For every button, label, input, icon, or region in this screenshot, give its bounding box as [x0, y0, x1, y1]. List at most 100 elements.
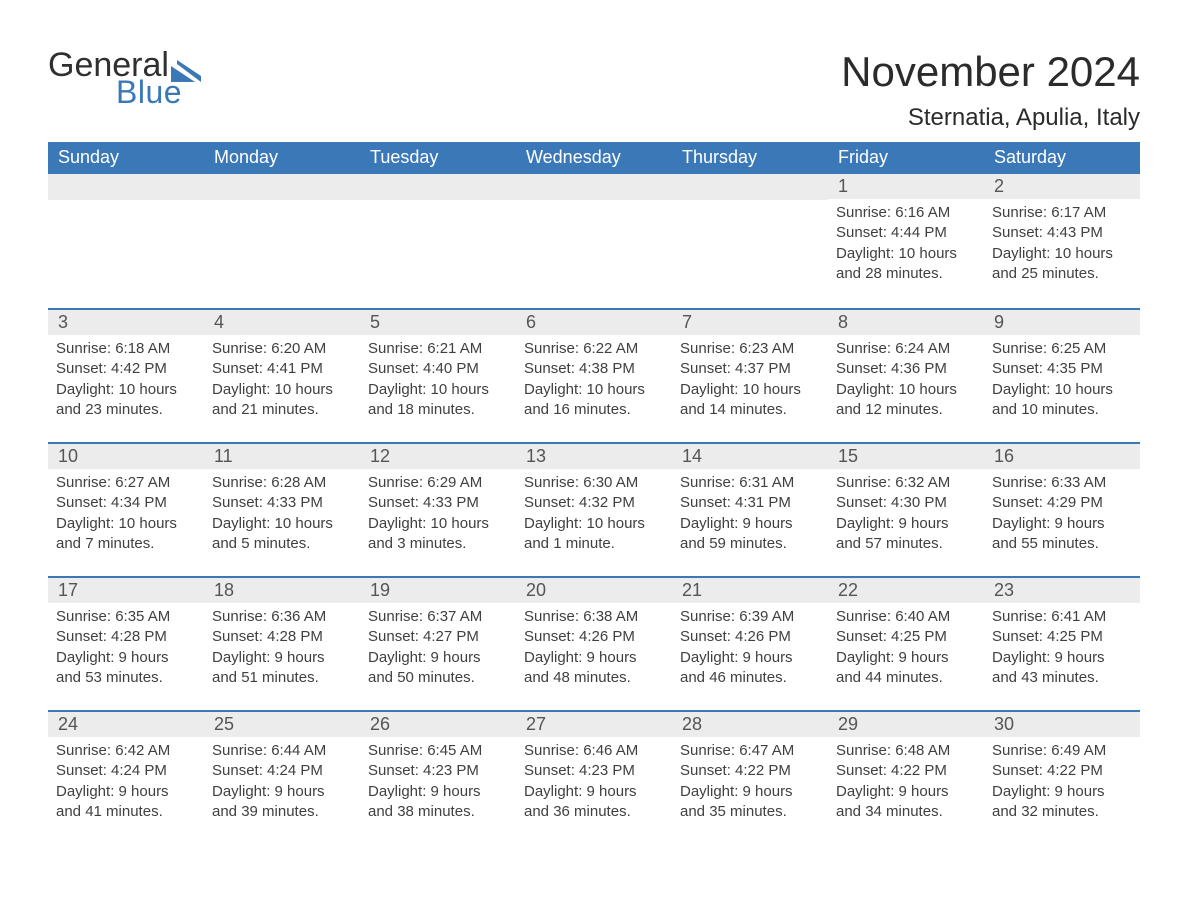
daylight-line: Daylight: 10 hours and 16 minutes.	[524, 380, 664, 421]
sunset-line: Sunset: 4:33 PM	[368, 493, 508, 513]
day-number: 6	[516, 310, 672, 335]
day-details: Sunrise: 6:25 AMSunset: 4:35 PMDaylight:…	[992, 339, 1132, 420]
day-number: 8	[828, 310, 984, 335]
day-number: 16	[984, 444, 1140, 469]
sunrise-line: Sunrise: 6:20 AM	[212, 339, 352, 359]
daylight-line: Daylight: 9 hours and 36 minutes.	[524, 782, 664, 823]
sunrise-line: Sunrise: 6:47 AM	[680, 741, 820, 761]
sunset-line: Sunset: 4:22 PM	[836, 761, 976, 781]
sunrise-line: Sunrise: 6:23 AM	[680, 339, 820, 359]
daylight-line: Daylight: 9 hours and 35 minutes.	[680, 782, 820, 823]
sunset-line: Sunset: 4:24 PM	[56, 761, 196, 781]
daylight-line: Daylight: 10 hours and 3 minutes.	[368, 514, 508, 555]
day-details: Sunrise: 6:39 AMSunset: 4:26 PMDaylight:…	[680, 607, 820, 688]
day-number: 25	[204, 712, 360, 737]
day-details: Sunrise: 6:49 AMSunset: 4:22 PMDaylight:…	[992, 741, 1132, 822]
daylight-line: Daylight: 9 hours and 34 minutes.	[836, 782, 976, 823]
day-details: Sunrise: 6:37 AMSunset: 4:27 PMDaylight:…	[368, 607, 508, 688]
dow-friday: Friday	[828, 142, 984, 174]
day-number: 17	[48, 578, 204, 603]
day-details: Sunrise: 6:48 AMSunset: 4:22 PMDaylight:…	[836, 741, 976, 822]
day-cell: 11Sunrise: 6:28 AMSunset: 4:33 PMDayligh…	[204, 444, 360, 570]
sunset-line: Sunset: 4:44 PM	[836, 223, 976, 243]
day-details: Sunrise: 6:33 AMSunset: 4:29 PMDaylight:…	[992, 473, 1132, 554]
sunrise-line: Sunrise: 6:33 AM	[992, 473, 1132, 493]
sunrise-line: Sunrise: 6:25 AM	[992, 339, 1132, 359]
dow-saturday: Saturday	[984, 142, 1140, 174]
day-cell: 21Sunrise: 6:39 AMSunset: 4:26 PMDayligh…	[672, 578, 828, 704]
day-number	[48, 174, 204, 200]
sunrise-line: Sunrise: 6:48 AM	[836, 741, 976, 761]
day-number: 27	[516, 712, 672, 737]
day-number: 10	[48, 444, 204, 469]
sunrise-line: Sunrise: 6:28 AM	[212, 473, 352, 493]
daylight-line: Daylight: 9 hours and 38 minutes.	[368, 782, 508, 823]
daylight-line: Daylight: 9 hours and 57 minutes.	[836, 514, 976, 555]
sunset-line: Sunset: 4:28 PM	[56, 627, 196, 647]
day-number: 2	[984, 174, 1140, 199]
day-of-week-header: SundayMondayTuesdayWednesdayThursdayFrid…	[48, 142, 1140, 174]
sunrise-line: Sunrise: 6:29 AM	[368, 473, 508, 493]
sunset-line: Sunset: 4:34 PM	[56, 493, 196, 513]
sunset-line: Sunset: 4:27 PM	[368, 627, 508, 647]
day-cell: 26Sunrise: 6:45 AMSunset: 4:23 PMDayligh…	[360, 712, 516, 838]
daylight-line: Daylight: 9 hours and 41 minutes.	[56, 782, 196, 823]
sunset-line: Sunset: 4:26 PM	[524, 627, 664, 647]
day-cell: 24Sunrise: 6:42 AMSunset: 4:24 PMDayligh…	[48, 712, 204, 838]
day-details: Sunrise: 6:35 AMSunset: 4:28 PMDaylight:…	[56, 607, 196, 688]
day-cell: 30 Sunrise: 6:49 AMSunset: 4:22 PMDayligh…	[984, 712, 1140, 838]
day-cell: 18Sunrise: 6:36 AMSunset: 4:28 PMDayligh…	[204, 578, 360, 704]
week-row: 1 Sunrise: 6:16 AMSunset: 4:44 PMDaylight…	[48, 174, 1140, 302]
sunset-line: Sunset: 4:22 PM	[680, 761, 820, 781]
day-details: Sunrise: 6:44 AMSunset: 4:24 PMDaylight:…	[212, 741, 352, 822]
day-cell: 19Sunrise: 6:37 AMSunset: 4:27 PMDayligh…	[360, 578, 516, 704]
daylight-line: Daylight: 9 hours and 48 minutes.	[524, 648, 664, 689]
day-number: 28	[672, 712, 828, 737]
day-cell: 22Sunrise: 6:40 AMSunset: 4:25 PMDayligh…	[828, 578, 984, 704]
week-row: 3Sunrise: 6:18 AMSunset: 4:42 PMDaylight…	[48, 308, 1140, 436]
sunrise-line: Sunrise: 6:31 AM	[680, 473, 820, 493]
day-cell: 13Sunrise: 6:30 AMSunset: 4:32 PMDayligh…	[516, 444, 672, 570]
sunrise-line: Sunrise: 6:21 AM	[368, 339, 508, 359]
day-cell: 1 Sunrise: 6:16 AMSunset: 4:44 PMDaylight…	[828, 174, 984, 302]
sunrise-line: Sunrise: 6:38 AM	[524, 607, 664, 627]
day-cell: 29Sunrise: 6:48 AMSunset: 4:22 PMDayligh…	[828, 712, 984, 838]
daylight-line: Daylight: 10 hours and 28 minutes.	[836, 244, 976, 285]
day-number: 23	[984, 578, 1140, 603]
day-cell: 4Sunrise: 6:20 AMSunset: 4:41 PMDaylight…	[204, 310, 360, 436]
sunset-line: Sunset: 4:41 PM	[212, 359, 352, 379]
sunrise-line: Sunrise: 6:49 AM	[992, 741, 1132, 761]
sunset-line: Sunset: 4:43 PM	[992, 223, 1132, 243]
empty-cell	[360, 174, 516, 302]
day-number: 1	[828, 174, 984, 199]
day-number: 22	[828, 578, 984, 603]
sunset-line: Sunset: 4:37 PM	[680, 359, 820, 379]
day-cell: 10Sunrise: 6:27 AMSunset: 4:34 PMDayligh…	[48, 444, 204, 570]
day-number: 12	[360, 444, 516, 469]
location-subtitle: Sternatia, Apulia, Italy	[841, 104, 1140, 132]
day-number	[204, 174, 360, 200]
daylight-line: Daylight: 9 hours and 43 minutes.	[992, 648, 1132, 689]
day-details: Sunrise: 6:29 AMSunset: 4:33 PMDaylight:…	[368, 473, 508, 554]
day-cell: 15Sunrise: 6:32 AMSunset: 4:30 PMDayligh…	[828, 444, 984, 570]
sunrise-line: Sunrise: 6:37 AM	[368, 607, 508, 627]
day-number: 30	[984, 712, 1140, 737]
day-details: Sunrise: 6:22 AMSunset: 4:38 PMDaylight:…	[524, 339, 664, 420]
empty-cell	[672, 174, 828, 302]
day-number	[672, 174, 828, 200]
sunrise-line: Sunrise: 6:24 AM	[836, 339, 976, 359]
sunrise-line: Sunrise: 6:45 AM	[368, 741, 508, 761]
day-number: 5	[360, 310, 516, 335]
day-number	[516, 174, 672, 200]
sunset-line: Sunset: 4:35 PM	[992, 359, 1132, 379]
day-number: 20	[516, 578, 672, 603]
daylight-line: Daylight: 9 hours and 50 minutes.	[368, 648, 508, 689]
daylight-line: Daylight: 10 hours and 10 minutes.	[992, 380, 1132, 421]
day-cell: 23Sunrise: 6:41 AMSunset: 4:25 PMDayligh…	[984, 578, 1140, 704]
day-details: Sunrise: 6:21 AMSunset: 4:40 PMDaylight:…	[368, 339, 508, 420]
daylight-line: Daylight: 10 hours and 23 minutes.	[56, 380, 196, 421]
day-details: Sunrise: 6:16 AMSunset: 4:44 PMDaylight:…	[836, 203, 976, 284]
day-cell: 7Sunrise: 6:23 AMSunset: 4:37 PMDaylight…	[672, 310, 828, 436]
day-number: 26	[360, 712, 516, 737]
daylight-line: Daylight: 10 hours and 14 minutes.	[680, 380, 820, 421]
